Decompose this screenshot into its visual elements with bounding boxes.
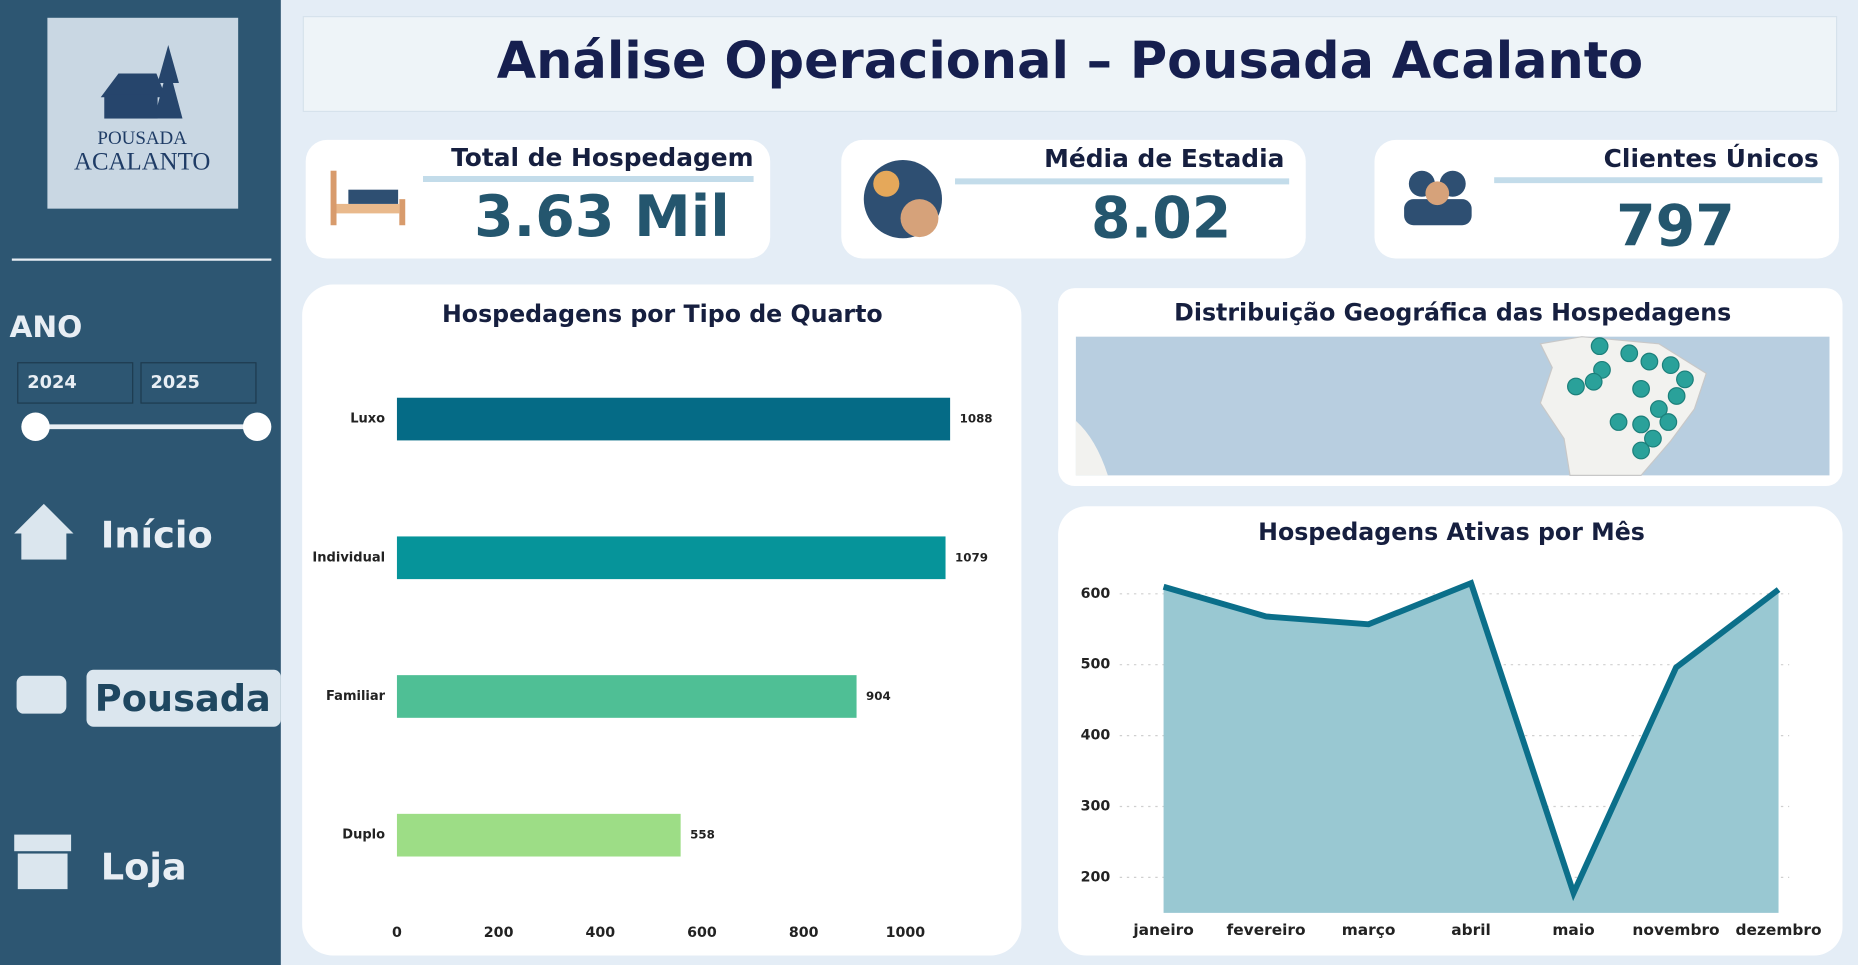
value-label: 558 — [690, 828, 715, 842]
y-tick-label: Familiar — [326, 689, 386, 704]
kpi-card — [841, 139, 1306, 259]
x-tick-label: novembro — [1632, 921, 1719, 939]
y-tick-label: Individual — [312, 550, 385, 565]
kpi-card — [305, 139, 771, 259]
x-tick-label: 1000 — [886, 925, 926, 941]
x-tick-label: fevereiro — [1227, 921, 1306, 939]
kpi-label: Média de Estadia — [1044, 144, 1284, 173]
year-value: 2025 — [150, 373, 199, 393]
x-tick-label: maio — [1552, 921, 1594, 939]
logo-text: ACALANTO — [74, 148, 210, 175]
chart-panel — [302, 284, 1022, 956]
home-icon[interactable] — [14, 503, 74, 560]
nav-item[interactable]: Início — [101, 514, 213, 557]
value-label: 1079 — [955, 550, 988, 564]
x-tick-label: 600 — [687, 925, 717, 941]
map[interactable] — [1075, 336, 1830, 476]
y-tick-label: 500 — [1081, 657, 1111, 673]
people-icon — [1404, 170, 1472, 226]
y-tick-label: Luxo — [350, 412, 385, 427]
value-label: 904 — [866, 689, 891, 703]
x-tick-label: abril — [1451, 921, 1491, 939]
night-icon — [863, 160, 942, 239]
year-box[interactable] — [140, 362, 257, 404]
bar — [396, 675, 857, 718]
title-box — [302, 16, 1838, 113]
x-tick-label: dezembro — [1736, 921, 1822, 939]
map-title: Distribuição Geográfica das Hospedagens — [1174, 299, 1731, 327]
slider-handle[interactable] — [21, 412, 50, 442]
map-points — [1567, 337, 1694, 460]
logo-cabin — [100, 45, 183, 119]
map-land — [1075, 420, 1108, 476]
line — [1162, 579, 1781, 902]
x-tick-label: 0 — [392, 925, 402, 941]
nav-item[interactable]: Pousada — [95, 677, 271, 720]
logo-text: POUSADA — [97, 128, 187, 149]
bed-icon — [330, 170, 406, 226]
store-icon[interactable] — [14, 834, 72, 890]
y-tick-label: 200 — [1081, 869, 1111, 885]
bar — [396, 397, 951, 441]
value-label: 1088 — [960, 412, 993, 426]
kpi-value: 3.63 Mil — [474, 184, 730, 250]
y-tick-label: 300 — [1081, 798, 1111, 814]
nav-active — [86, 669, 281, 727]
y-tick-label: 600 — [1081, 586, 1111, 602]
bed-nav-icon[interactable] — [16, 675, 67, 714]
page-title: Análise Operacional – Pousada Acalanto — [497, 32, 1643, 91]
x-tick-label: março — [1342, 921, 1396, 939]
bar — [396, 813, 681, 857]
chart-title: Hospedagens Ativas por Mês — [1258, 518, 1645, 546]
kpi-label: Clientes Únicos — [1604, 143, 1819, 173]
y-tick-label: 400 — [1081, 728, 1111, 744]
x-tick-label: 800 — [789, 925, 819, 941]
year-value: 2024 — [27, 373, 76, 393]
slider-handle[interactable] — [242, 412, 272, 442]
year-box[interactable] — [17, 362, 134, 404]
x-tick-label: 200 — [484, 925, 514, 941]
area — [1163, 583, 1779, 913]
x-tick-label: janeiro — [1132, 921, 1193, 939]
y-tick-label: Duplo — [342, 828, 385, 843]
year-label: ANO — [9, 309, 82, 344]
kpi-value: 8.02 — [1091, 185, 1231, 251]
bar — [396, 536, 946, 580]
kpi-value: 797 — [1616, 194, 1735, 260]
x-tick-label: 400 — [585, 925, 615, 941]
chart-title: Hospedagens por Tipo de Quarto — [442, 300, 883, 328]
nav-item[interactable]: Loja — [101, 845, 187, 888]
kpi-label: Total de Hospedagem — [451, 143, 753, 172]
kpi-card — [1374, 139, 1839, 259]
